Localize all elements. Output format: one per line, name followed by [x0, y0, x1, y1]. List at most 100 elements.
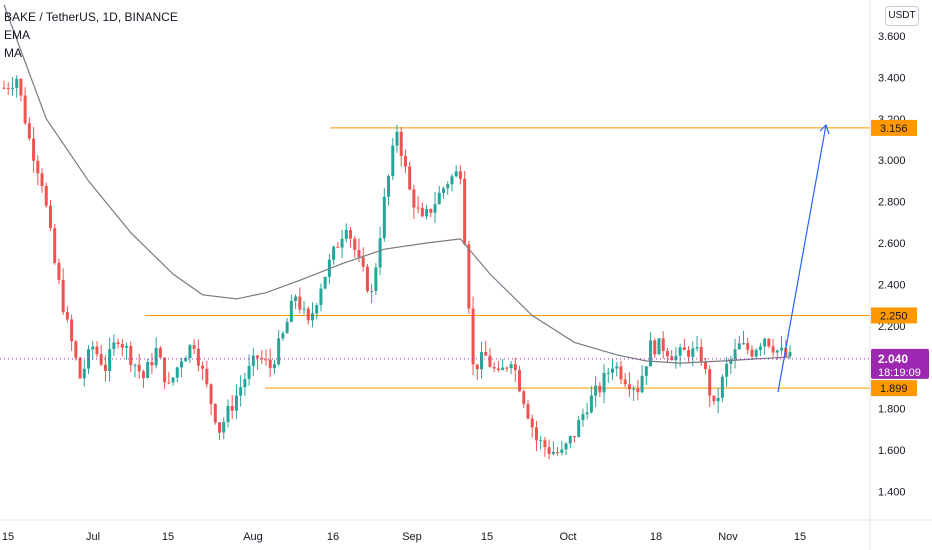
candle-body[interactable]: [547, 447, 551, 455]
candle-body[interactable]: [433, 204, 437, 213]
symbol-label[interactable]: BAKE / TetherUS, 1D, BINANCE: [4, 10, 178, 24]
candle-body[interactable]: [108, 349, 112, 372]
candle-body[interactable]: [150, 362, 154, 366]
candle-body[interactable]: [788, 352, 792, 357]
candle-body[interactable]: [636, 388, 640, 393]
candle-body[interactable]: [665, 351, 669, 357]
candle-body[interactable]: [120, 344, 124, 348]
candle-body[interactable]: [649, 340, 653, 367]
candle-body[interactable]: [298, 296, 302, 310]
candle-body[interactable]: [682, 347, 686, 350]
candle-body[interactable]: [209, 384, 213, 405]
candle-body[interactable]: [171, 377, 175, 383]
candle-body[interactable]: [674, 355, 678, 361]
candle-body[interactable]: [40, 173, 44, 187]
candle-body[interactable]: [175, 367, 179, 378]
candle-body[interactable]: [408, 166, 412, 190]
candle-body[interactable]: [205, 368, 209, 385]
candle-body[interactable]: [374, 267, 378, 292]
candle-body[interactable]: [226, 406, 230, 423]
candle-body[interactable]: [534, 427, 538, 441]
candle-body[interactable]: [746, 343, 750, 350]
candle-body[interactable]: [230, 406, 234, 411]
candle-body[interactable]: [251, 355, 255, 366]
candle-body[interactable]: [530, 418, 534, 428]
candle-body[interactable]: [395, 131, 399, 146]
candle-body[interactable]: [653, 340, 657, 355]
candle-body[interactable]: [505, 367, 509, 369]
candle-body[interactable]: [129, 346, 133, 366]
candle-body[interactable]: [103, 364, 107, 372]
candle-body[interactable]: [70, 319, 74, 342]
candle-body[interactable]: [699, 347, 703, 363]
candle-body[interactable]: [281, 333, 285, 339]
candle-body[interactable]: [425, 208, 429, 217]
candle-body[interactable]: [577, 420, 581, 438]
candle-body[interactable]: [750, 349, 754, 357]
candle-body[interactable]: [272, 364, 276, 369]
candle-body[interactable]: [382, 196, 386, 239]
candle-body[interactable]: [572, 436, 576, 438]
candle-body[interactable]: [146, 362, 150, 379]
candle-body[interactable]: [488, 355, 492, 367]
candle-body[interactable]: [6, 87, 10, 89]
currency-unit-button[interactable]: USDT: [885, 6, 919, 26]
candle-body[interactable]: [522, 391, 526, 405]
candle-body[interactable]: [501, 367, 505, 371]
candle-body[interactable]: [285, 321, 289, 334]
candle-body[interactable]: [446, 184, 450, 189]
candle-body[interactable]: [99, 354, 103, 365]
candle-body[interactable]: [581, 414, 585, 421]
candle-body[interactable]: [336, 246, 340, 248]
candle-body[interactable]: [606, 372, 610, 374]
candle-body[interactable]: [167, 382, 171, 384]
candle-body[interactable]: [378, 238, 382, 268]
candle-body[interactable]: [661, 338, 665, 352]
candle-body[interactable]: [763, 338, 767, 347]
candle-body[interactable]: [15, 78, 19, 88]
candle-body[interactable]: [725, 363, 729, 377]
candle-body[interactable]: [243, 378, 247, 388]
candle-body[interactable]: [471, 308, 475, 365]
candle-body[interactable]: [403, 156, 407, 167]
candle-body[interactable]: [480, 352, 484, 370]
candle-body[interactable]: [2, 87, 6, 89]
candle-body[interactable]: [78, 357, 82, 379]
candle-body[interactable]: [222, 422, 226, 433]
candle-body[interactable]: [623, 379, 627, 385]
candle-body[interactable]: [179, 361, 183, 368]
candle-body[interactable]: [416, 207, 420, 209]
candle-body[interactable]: [163, 357, 167, 383]
candle-body[interactable]: [708, 369, 712, 396]
candle-body[interactable]: [57, 262, 61, 280]
candle-body[interactable]: [112, 342, 116, 350]
candle-body[interactable]: [568, 436, 572, 444]
candle-body[interactable]: [234, 395, 238, 411]
candle-body[interactable]: [678, 347, 682, 356]
candle-body[interactable]: [602, 372, 606, 393]
candle-body[interactable]: [357, 250, 361, 258]
candle-body[interactable]: [141, 371, 145, 379]
candle-body[interactable]: [518, 370, 522, 392]
candle-body[interactable]: [539, 440, 543, 442]
candle-body[interactable]: [496, 368, 500, 371]
candle-body[interactable]: [640, 375, 644, 393]
candle-body[interactable]: [691, 348, 695, 357]
candle-body[interactable]: [65, 312, 69, 320]
candle-body[interactable]: [611, 368, 615, 373]
candle-body[interactable]: [492, 366, 496, 369]
candle-body[interactable]: [256, 355, 260, 358]
candle-body[interactable]: [467, 244, 471, 309]
candle-body[interactable]: [391, 145, 395, 177]
candle-body[interactable]: [365, 266, 369, 292]
candle-body[interactable]: [268, 359, 272, 369]
candle-body[interactable]: [349, 230, 353, 239]
candle-body[interactable]: [712, 395, 716, 402]
candle-body[interactable]: [137, 364, 141, 372]
candle-body[interactable]: [733, 349, 737, 360]
candle-body[interactable]: [615, 366, 619, 369]
candle-body[interactable]: [767, 338, 771, 347]
candle-body[interactable]: [399, 131, 403, 157]
candle-body[interactable]: [53, 228, 57, 263]
